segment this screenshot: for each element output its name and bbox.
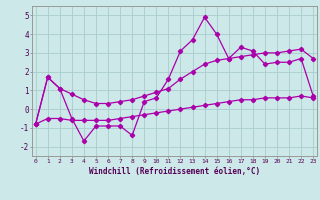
X-axis label: Windchill (Refroidissement éolien,°C): Windchill (Refroidissement éolien,°C): [89, 167, 260, 176]
